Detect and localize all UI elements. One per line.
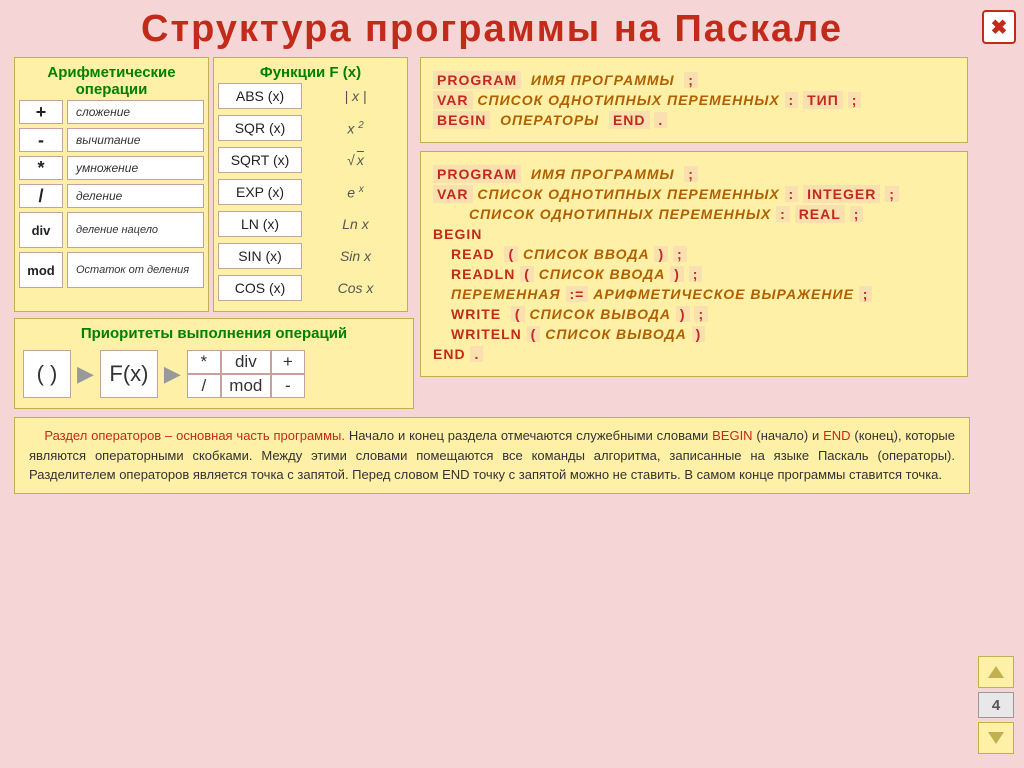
func-name: ABS (x) [218, 83, 302, 109]
op-desc: сложение [67, 100, 204, 124]
func-math: x 2 [308, 120, 403, 137]
prio-cell: mod [221, 374, 271, 398]
footer-text: Раздел операторов – основная часть прогр… [14, 417, 970, 494]
op-desc: Остаток от деления [67, 252, 204, 288]
triangle-up-icon [986, 664, 1006, 680]
func-name: SIN (x) [218, 243, 302, 269]
func-name: COS (x) [218, 275, 302, 301]
page-title: Структура программы на Паскале [14, 8, 970, 51]
arith-panel: Арифметические операции + сложение- вычи… [14, 57, 209, 312]
func-name: LN (x) [218, 211, 302, 237]
nav-up-button[interactable] [978, 656, 1014, 688]
func-name: SQRT (x) [218, 147, 302, 173]
prio-parens: ( ) [23, 350, 71, 398]
op-symbol: mod [19, 252, 63, 288]
op-symbol: - [19, 128, 63, 152]
nav-down-button[interactable] [978, 722, 1014, 754]
prio-cell: + [271, 350, 305, 374]
op-desc: умножение [67, 156, 204, 180]
func-name: EXP (x) [218, 179, 302, 205]
op-desc: вычитание [67, 128, 204, 152]
func-math: e x [308, 184, 403, 201]
op-desc: деление нацело [67, 212, 204, 248]
page-number: 4 [978, 692, 1014, 718]
code-panel-1: PROGRAM ИМЯ ПРОГРАММЫ ; VAR СПИСОК ОДНОТ… [420, 57, 968, 143]
op-symbol: div [19, 212, 63, 248]
op-symbol: / [19, 184, 63, 208]
func-name: SQR (x) [218, 115, 302, 141]
prio-fx: F(x) [100, 350, 158, 398]
func-math: | x | [308, 88, 403, 104]
close-button[interactable]: ✖ [982, 10, 1016, 44]
op-symbol: * [19, 156, 63, 180]
op-symbol: + [19, 100, 63, 124]
prio-cell: * [187, 350, 221, 374]
prio-cell: div [221, 350, 271, 374]
func-math: Sin x [308, 248, 403, 264]
triangle-down-icon [986, 730, 1006, 746]
func-math: Ln x [308, 216, 403, 232]
func-math: √x [308, 152, 403, 168]
op-desc: деление [67, 184, 204, 208]
prio-cell: / [187, 374, 221, 398]
func-math: Cos x [308, 280, 403, 296]
funcs-panel: Функции F (x) ABS (x) | x | SQR (x) x 2 SQ… [213, 57, 408, 312]
nav-panel: 4 [978, 656, 1018, 758]
prio-cell: - [271, 374, 305, 398]
priority-head: Приоритеты выполнения операций [19, 323, 409, 344]
arith-head: Арифметические операции [19, 62, 204, 100]
priority-panel: Приоритеты выполнения операций ( ) ▶ F(x… [14, 318, 414, 409]
funcs-head: Функции F (x) [218, 62, 403, 83]
arrow-icon: ▶ [164, 361, 181, 387]
code-panel-2: PROGRAM ИМЯ ПРОГРАММЫ ; VAR СПИСОК ОДНОТ… [420, 151, 968, 377]
slide: Структура программы на Паскале Арифметич… [14, 8, 970, 752]
arrow-icon: ▶ [77, 361, 94, 387]
